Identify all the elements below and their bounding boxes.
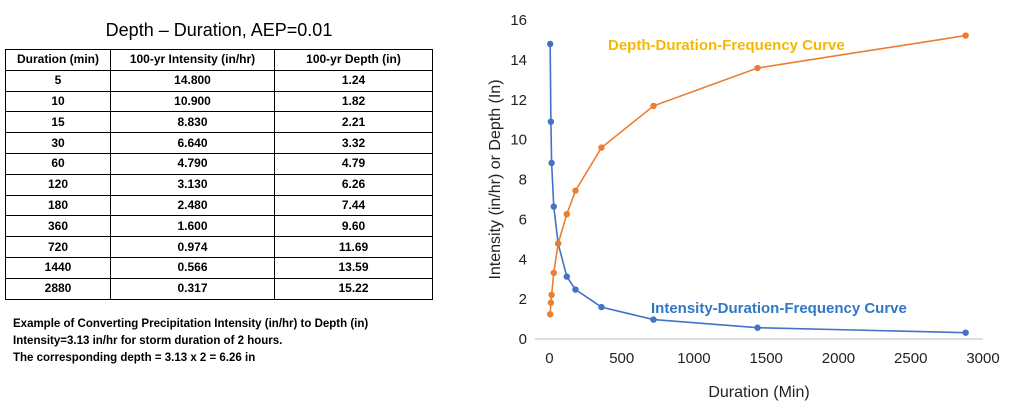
data-point: [548, 159, 555, 167]
cell-intensity: 1.600: [110, 215, 275, 238]
header-depth: 100-yr Depth (in): [274, 49, 433, 71]
x-tick-label: 1000: [677, 350, 710, 367]
x-axis-ticks: 0 500 1000 1500 2000 2500 3000: [545, 350, 999, 367]
cell-depth: 15.22: [274, 277, 433, 300]
y-tick-label: 6: [519, 211, 527, 228]
cell-intensity: 14.800: [110, 69, 275, 92]
data-point: [563, 273, 570, 280]
table-row: 120 3.130 6.26: [5, 173, 433, 196]
table-body: 5 14.800 1.24 10 10.900 1.82 15 8.830 2.21 30 6.64…: [5, 69, 433, 300]
x-axis-title: Duration (Min): [708, 384, 809, 401]
series-layer: [546, 32, 969, 336]
data-point: [572, 187, 579, 194]
y-tick-label: 12: [510, 92, 527, 109]
data-point: [754, 64, 761, 72]
data-point: [650, 316, 657, 323]
y-tick-label: 2: [519, 291, 527, 308]
x-tick-label: 2500: [894, 350, 927, 367]
series-line: [549, 43, 966, 334]
table-row: 2880 0.317 15.22: [5, 277, 433, 300]
data-point: [754, 324, 761, 331]
cell-duration: 120: [5, 173, 111, 196]
data-point: [546, 40, 554, 48]
data-point: [550, 203, 557, 210]
data-point: [572, 286, 579, 293]
cell-depth: 4.79: [274, 152, 433, 175]
header-duration: Duration (min): [5, 49, 111, 71]
y-tick-label: 10: [510, 132, 527, 149]
y-tick-label: 14: [510, 52, 527, 69]
y-tick-label: 8: [519, 172, 527, 189]
table-row: 15 8.830 2.21: [5, 111, 433, 134]
table-title: Depth – Duration, AEP=0.01: [105, 20, 333, 40]
y-tick-label: 4: [519, 251, 527, 268]
data-point: [962, 32, 969, 39]
y-axis-ticks: 0 2 4 6 8 10 12 14 16: [510, 12, 527, 348]
depth-curve-label: Depth-Duration-Frequency Curve: [608, 37, 845, 54]
note-line-1: Example of Converting Precipitation Inte…: [13, 318, 369, 330]
data-table: Duration (min) 100-yr Intensity (in/hr) …: [5, 49, 433, 300]
data-point: [554, 240, 562, 247]
cell-intensity: 0.317: [110, 277, 275, 300]
y-axis-title: Intensity (in/hr) or Depth (In): [487, 79, 504, 279]
cell-duration: 30: [5, 132, 111, 154]
conversion-note: Example of Converting Precipitation Inte…: [13, 316, 368, 367]
data-point: [548, 291, 555, 299]
series-depth: [546, 32, 969, 318]
cell-intensity: 10.900: [110, 90, 275, 113]
data-point: [546, 311, 554, 318]
data-point: [547, 118, 555, 125]
note-line-2: Intensity=3.13 in/hr for storm duration …: [13, 335, 283, 347]
x-tick-label: 2000: [822, 350, 855, 367]
data-point: [650, 102, 657, 110]
series-intensity: [546, 40, 969, 336]
cell-depth: 1.82: [274, 90, 433, 113]
cell-intensity: 4.790: [110, 152, 275, 175]
x-tick-label: 3000: [966, 350, 999, 367]
intensity-curve-label: Intensity-Duration-Frequency Curve: [651, 300, 907, 317]
data-point: [598, 303, 605, 311]
header-intensity: 100-yr Intensity (in/hr): [110, 49, 275, 71]
cell-duration: 2880: [5, 277, 111, 300]
x-tick-label: 0: [545, 350, 553, 367]
y-tick-label: 0: [519, 331, 527, 348]
table-row: 30 6.640 3.32: [5, 132, 433, 154]
table-header-row: Duration (min) 100-yr Intensity (in/hr) …: [5, 49, 433, 71]
data-point: [550, 269, 557, 277]
y-tick-label: 16: [510, 12, 527, 29]
table-row: 720 0.974 11.69: [5, 236, 433, 258]
table-row: 10 10.900 1.82: [5, 90, 433, 113]
x-tick-label: 1500: [750, 350, 783, 367]
x-tick-label: 500: [609, 350, 634, 367]
table-row: 60 4.790 4.79: [5, 152, 433, 175]
data-point: [547, 299, 555, 306]
data-point: [598, 144, 605, 151]
data-point: [962, 329, 969, 336]
note-line-3: The corresponding depth = 3.13 x 2 = 6.2…: [13, 352, 256, 364]
series-line: [549, 34, 966, 315]
data-point: [563, 210, 570, 218]
table-row: 1440 0.566 13.59: [5, 256, 433, 279]
